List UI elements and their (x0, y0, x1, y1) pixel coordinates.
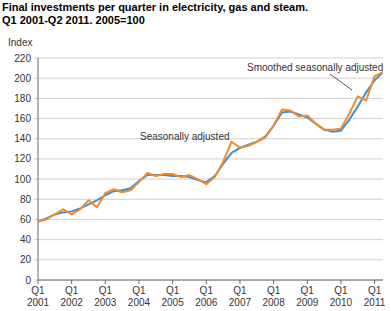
y-axis (38, 58, 39, 280)
x-tick-label-part: Q1 (65, 285, 79, 296)
x-tick (340, 280, 341, 284)
x-tick-label-part: 2006 (195, 297, 218, 308)
x-tick-label: Q12009 (296, 285, 319, 308)
x-tick (273, 280, 274, 284)
x-tick-label: Q12011 (364, 285, 386, 308)
x-tick (239, 280, 240, 284)
series-line (38, 72, 383, 221)
x-tick-label-part: 2011 (364, 297, 386, 308)
x-tick-label-part: Q1 (368, 285, 382, 296)
x-tick (307, 280, 308, 284)
y-tick-label: 160 (14, 113, 31, 124)
x-tick-label-part: Q1 (267, 285, 281, 296)
x-axis (38, 280, 383, 281)
series-line (38, 72, 383, 221)
x-tick-label: Q12004 (128, 285, 151, 308)
x-tick (105, 280, 106, 284)
subtitle: Q1 2001-Q2 2011. 2005=100 (2, 14, 145, 26)
chart: Final investments per quarter in electri… (0, 0, 391, 311)
grid-line (34, 58, 383, 59)
annotation: Seasonally adjusted (140, 131, 230, 142)
y-tick-label: 60 (20, 214, 32, 225)
y-tick-label: 140 (14, 133, 31, 144)
y-axis-label: Index (8, 37, 32, 48)
x-tick-label: Q12003 (94, 285, 117, 308)
y-tick-label: 200 (14, 73, 31, 84)
grid-line (34, 98, 383, 99)
grid-line (34, 239, 383, 240)
x-tick-label-part: Q1 (334, 285, 348, 296)
x-tick-label-part: Q1 (301, 285, 315, 296)
grid-line (34, 280, 383, 281)
x-tick-label-part: 2010 (330, 297, 353, 308)
grid-line (34, 118, 383, 119)
grid-line (34, 158, 383, 159)
y-tick-label: 180 (14, 93, 31, 104)
annotation-pointer (330, 74, 352, 90)
x-tick-label: Q12007 (229, 285, 252, 308)
grid-line (34, 78, 383, 79)
x-tick-label-part: 2004 (128, 297, 151, 308)
x-tick-label-part: 2003 (94, 297, 117, 308)
y-tick-label: 220 (14, 53, 31, 64)
x-tick (38, 280, 39, 284)
x-tick-label-part: 2001 (27, 297, 50, 308)
x-tick-label-part: Q1 (99, 285, 113, 296)
x-tick-label-part: Q1 (200, 285, 214, 296)
x-tick-label-part: 2005 (162, 297, 185, 308)
title: Final investments per quarter in electri… (2, 1, 308, 13)
grid-line (34, 199, 383, 200)
x-tick-label: Q12001 (27, 285, 50, 308)
x-tick-label: Q12006 (195, 285, 218, 308)
y-tick-label: 40 (20, 234, 32, 245)
x-tick (138, 280, 139, 284)
grid-line (34, 219, 383, 220)
y-tick-label: 80 (20, 194, 32, 205)
x-tick-label: Q12008 (262, 285, 285, 308)
x-tick-label-part: Q1 (132, 285, 146, 296)
x-tick-label: Q12002 (61, 285, 84, 308)
x-tick-label-part: 2009 (296, 297, 319, 308)
x-tick-label-part: Q1 (233, 285, 247, 296)
x-tick-label: Q12010 (330, 285, 353, 308)
x-tick-label-part: 2007 (229, 297, 252, 308)
x-tick-label-part: 2002 (61, 297, 84, 308)
plot-area (38, 72, 383, 221)
annotation: Smoothed seasonally adjusted (247, 62, 383, 73)
y-tick-label: 120 (14, 153, 31, 164)
x-tick-label: Q12005 (162, 285, 185, 308)
y-tick-label: 100 (14, 174, 31, 185)
x-tick-label-part: Q1 (166, 285, 180, 296)
y-tick-label: 0 (25, 275, 31, 286)
y-tick-label: 20 (20, 254, 32, 265)
x-tick (374, 280, 375, 284)
x-tick-label-part: 2008 (262, 297, 285, 308)
x-tick (206, 280, 207, 284)
grid-line (34, 259, 383, 260)
x-tick (172, 280, 173, 284)
x-tick-label-part: Q1 (31, 285, 45, 296)
x-tick (71, 280, 72, 284)
